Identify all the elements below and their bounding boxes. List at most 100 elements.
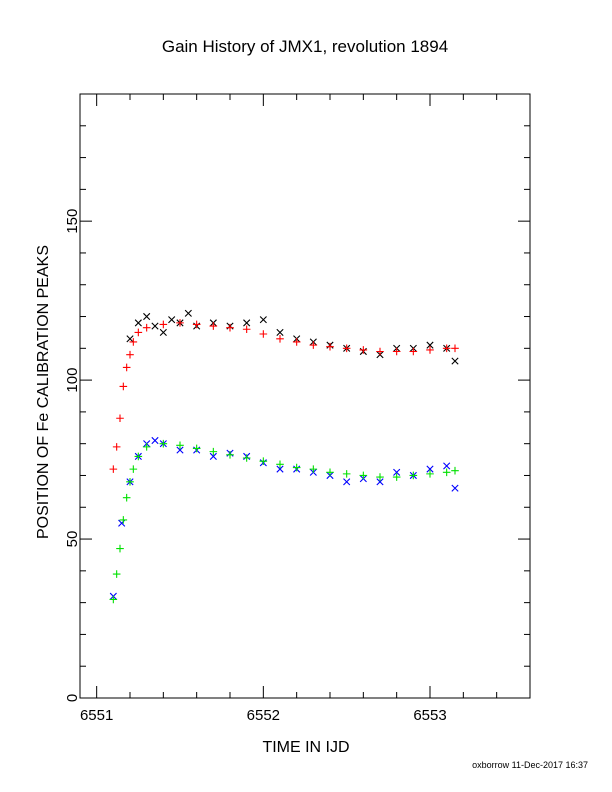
- data-point: [143, 312, 151, 321]
- data-point: [426, 465, 434, 473]
- y-tick-label: 0: [64, 694, 81, 702]
- data-point: [112, 443, 121, 451]
- data-point: [276, 328, 284, 337]
- data-point: [326, 342, 334, 351]
- data-point: [209, 452, 217, 460]
- data-point: [342, 344, 351, 353]
- data-point: [116, 414, 124, 423]
- data-point: [192, 320, 201, 329]
- x-tick-label: 6553: [413, 707, 446, 724]
- data-point: [259, 316, 267, 324]
- data-point: [176, 446, 184, 454]
- x-axis-label: TIME IN IJD: [262, 739, 349, 756]
- data-point: [151, 322, 159, 330]
- data-point: [451, 466, 459, 475]
- data-point: [392, 473, 401, 481]
- data-point: [451, 357, 459, 365]
- series-0: [126, 309, 459, 365]
- data-point: [242, 454, 251, 462]
- axis-ticks: [80, 94, 531, 699]
- data-point: [442, 344, 451, 353]
- data-point: [209, 322, 218, 330]
- x-tick-label: 6552: [247, 707, 280, 724]
- data-point: [126, 350, 134, 359]
- data-point: [409, 471, 418, 480]
- data-point: [109, 595, 118, 604]
- data-point: [343, 478, 351, 486]
- series-layer: [109, 309, 459, 604]
- data-point: [451, 484, 459, 492]
- data-point: [326, 468, 334, 477]
- data-point: [134, 452, 143, 461]
- data-point: [122, 363, 131, 372]
- data-point: [226, 451, 234, 459]
- data-point: [129, 338, 138, 346]
- y-tick-label: 150: [64, 209, 81, 234]
- chart-title: Gain History of JMX1, revolution 1894: [162, 37, 448, 56]
- data-point: [359, 346, 368, 354]
- data-point: [126, 478, 134, 486]
- data-point: [392, 347, 401, 356]
- series-3: [109, 439, 459, 604]
- data-point: [119, 516, 128, 524]
- data-point: [292, 463, 301, 472]
- data-point: [209, 447, 218, 456]
- data-point: [192, 444, 201, 453]
- data-point: [359, 471, 368, 480]
- y-tick-label: 100: [64, 368, 81, 393]
- data-point: [126, 335, 134, 343]
- series-2: [109, 436, 459, 600]
- data-point: [393, 468, 401, 476]
- data-point: [119, 382, 128, 391]
- data-point: [243, 319, 251, 327]
- data-point: [276, 334, 284, 343]
- footer-stamp: oxborrow 11-Dec-2017 16:37: [472, 760, 588, 770]
- data-point: [168, 316, 176, 324]
- data-point: [151, 436, 159, 445]
- x-tick-labels: 6551 6552 6553: [80, 707, 447, 724]
- data-point: [142, 443, 151, 451]
- data-point: [122, 493, 131, 502]
- data-point: [142, 323, 151, 332]
- data-point: [442, 468, 451, 477]
- data-point: [176, 441, 184, 450]
- x-tick-label: 6551: [80, 707, 113, 724]
- data-point: [292, 338, 301, 346]
- data-point: [342, 470, 351, 478]
- data-point: [176, 319, 184, 327]
- data-point: [134, 328, 143, 337]
- data-point: [159, 320, 168, 329]
- y-tick-labels: 0 50 100 150: [64, 209, 81, 703]
- data-point: [259, 330, 268, 338]
- data-point: [226, 323, 234, 332]
- data-point: [276, 465, 284, 473]
- data-point: [259, 457, 268, 465]
- data-point: [112, 570, 121, 578]
- data-point: [376, 473, 384, 481]
- data-point: [309, 341, 318, 349]
- data-point: [159, 439, 168, 448]
- y-axis-label: POSITION OF Fe CALIBRATION PEAKS: [35, 245, 52, 539]
- data-point: [426, 346, 434, 354]
- series-1: [109, 319, 459, 473]
- data-point: [129, 465, 138, 473]
- data-point: [426, 470, 434, 478]
- data-point: [159, 328, 167, 337]
- plot-frame: [79, 93, 531, 699]
- data-point: [184, 309, 192, 317]
- data-point: [242, 325, 251, 334]
- data-point: [109, 465, 118, 473]
- data-point: [309, 465, 318, 473]
- data-point: [443, 462, 451, 470]
- data-point: [409, 347, 418, 356]
- y-tick-label: 50: [64, 531, 81, 548]
- data-point: [118, 519, 126, 527]
- data-point: [276, 460, 284, 469]
- data-point: [426, 341, 434, 349]
- data-point: [376, 347, 384, 356]
- data-point: [376, 478, 384, 486]
- data-point: [134, 319, 142, 327]
- data-point: [116, 544, 124, 553]
- data-point: [451, 344, 459, 353]
